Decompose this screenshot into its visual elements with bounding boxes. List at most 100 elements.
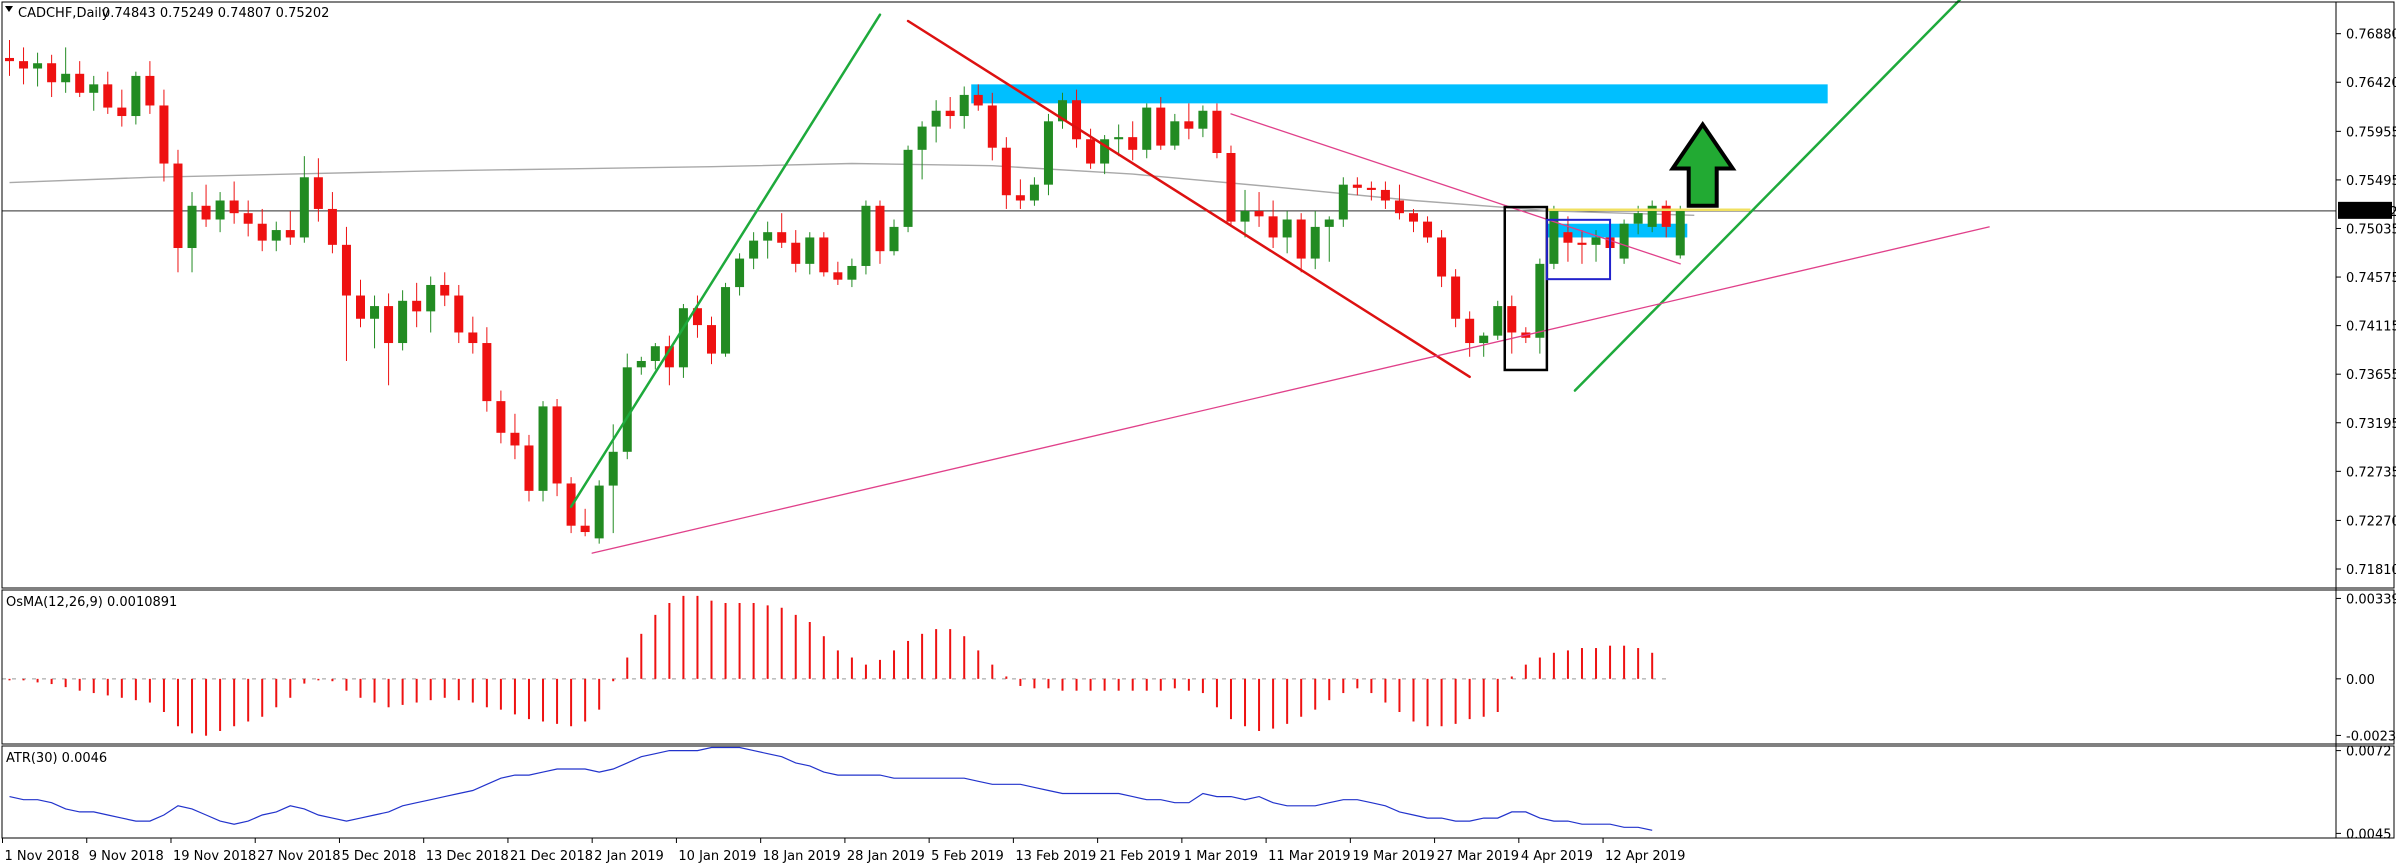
candle-bear	[987, 105, 997, 148]
candle-bull	[1240, 211, 1250, 222]
candle-bull	[215, 200, 225, 220]
candle-bear	[145, 75, 155, 106]
date-tick-label: 11 Mar 2019	[1268, 849, 1350, 864]
price-tick-label: 0.76420	[2346, 76, 2396, 91]
atr-label: ATR(30) 0.0046	[6, 751, 107, 766]
candle-bear	[875, 205, 885, 252]
price-tick-label: 0.72735	[2346, 465, 2396, 480]
candle-bull	[426, 284, 436, 312]
moving-average-layer	[9, 162, 1695, 216]
candle-bear	[75, 73, 85, 93]
candle-bear	[47, 63, 57, 83]
green-trendline-0	[569, 13, 882, 508]
ohlc-header: 0.74843 0.75249 0.74807 0.75202	[102, 6, 329, 21]
osma-tick-label: -0.002388	[2346, 729, 2396, 744]
date-tick-label: 18 Jan 2019	[763, 849, 841, 864]
candle-bear	[552, 406, 562, 484]
osma-label: OsMA(12,26,9) 0.0010891	[6, 595, 177, 610]
candle-bull	[1591, 237, 1601, 245]
candle-bear	[1086, 139, 1096, 164]
candle-bull	[1324, 219, 1334, 227]
candle-bear	[201, 205, 211, 220]
osma-layer	[2, 595, 1667, 736]
candle-bear	[1184, 121, 1194, 129]
candle-bull	[538, 406, 548, 491]
candle-bear	[1409, 213, 1418, 222]
date-tick-label: 27 Mar 2019	[1437, 849, 1519, 864]
date-tick-label: 21 Dec 2018	[510, 849, 593, 864]
candle-bear	[707, 325, 716, 354]
candle-bear	[1226, 152, 1236, 222]
candle-bull	[650, 346, 660, 361]
date-tick-label: 9 Nov 2018	[89, 849, 164, 864]
date-tick-label: 1 Nov 2018	[5, 849, 80, 864]
date-tick-label: 19 Mar 2019	[1352, 849, 1434, 864]
date-tick-label: 12 Apr 2019	[1605, 849, 1685, 864]
candle-bear	[356, 295, 365, 319]
candle-bull	[398, 300, 408, 344]
price-tick-label: 0.76880	[2346, 28, 2396, 43]
candle-bull	[805, 237, 815, 264]
candle-bull	[1310, 226, 1320, 259]
pink-trendline-1	[1230, 113, 1681, 265]
candle-bear	[1156, 107, 1166, 146]
cyan-zone-0	[971, 84, 1828, 104]
candle-bear	[1001, 147, 1011, 196]
candle-bull	[622, 367, 632, 452]
candle-bear	[1507, 306, 1517, 333]
candle-bull	[1043, 121, 1053, 185]
collapse-triangle-icon	[5, 6, 13, 12]
candle-bull	[931, 110, 941, 127]
candle-bear	[117, 107, 127, 117]
candle-bull	[1058, 100, 1067, 122]
candle-bear	[1563, 232, 1573, 243]
candle-bear	[440, 284, 450, 296]
candle-bull	[187, 205, 197, 249]
atr-line	[9, 746, 1653, 831]
candle-bull	[271, 230, 281, 241]
candle-bear	[1254, 211, 1264, 217]
osma-tick-label: 0.00	[2346, 673, 2375, 688]
main-panel-frame	[1, 1, 2395, 589]
candle-bull	[299, 177, 309, 238]
candle-bull	[1535, 263, 1545, 338]
date-tick-label: 10 Jan 2019	[678, 849, 756, 864]
green-trendline-1	[1573, 0, 1962, 392]
candle-bull	[61, 73, 71, 83]
candle-bull	[1114, 137, 1124, 140]
candle-bull	[370, 306, 380, 319]
osma-panel-frame	[1, 589, 2395, 745]
candle-bear	[243, 213, 253, 224]
candle-bull	[721, 287, 731, 354]
candle-bear	[496, 401, 506, 433]
candle-bear	[1451, 276, 1461, 319]
price-tick-label: 0.71810	[2346, 563, 2396, 578]
candle-bull	[847, 265, 857, 280]
candle-bull	[636, 360, 646, 368]
candle-bull	[1100, 139, 1110, 164]
candle-bull	[763, 232, 773, 241]
candle-bear	[5, 57, 14, 62]
candle-bull	[749, 240, 759, 259]
candle-bear	[1423, 221, 1433, 238]
candle-bear	[454, 295, 464, 333]
candle-bull	[1493, 306, 1503, 336]
candles-layer	[5, 40, 1685, 544]
candle-bear	[1394, 200, 1404, 214]
candle-bear	[1577, 242, 1587, 245]
atr-tick-label: 0.0045	[2346, 827, 2392, 842]
candle-bear	[412, 300, 422, 312]
candle-bear	[819, 237, 829, 273]
candle-bear	[1268, 216, 1278, 238]
bullish-up-arrow	[1668, 120, 1737, 208]
candle-bear	[482, 343, 492, 402]
candle-bear	[173, 163, 183, 249]
candle-bear	[468, 332, 478, 344]
price-tick-label: 0.73195	[2346, 417, 2396, 432]
candle-bull	[608, 451, 618, 486]
price-tick-label: 0.73655	[2346, 368, 2396, 383]
price-tick-label: 0.72270	[2346, 514, 2396, 529]
date-tick-label: 1 Mar 2019	[1184, 849, 1258, 864]
